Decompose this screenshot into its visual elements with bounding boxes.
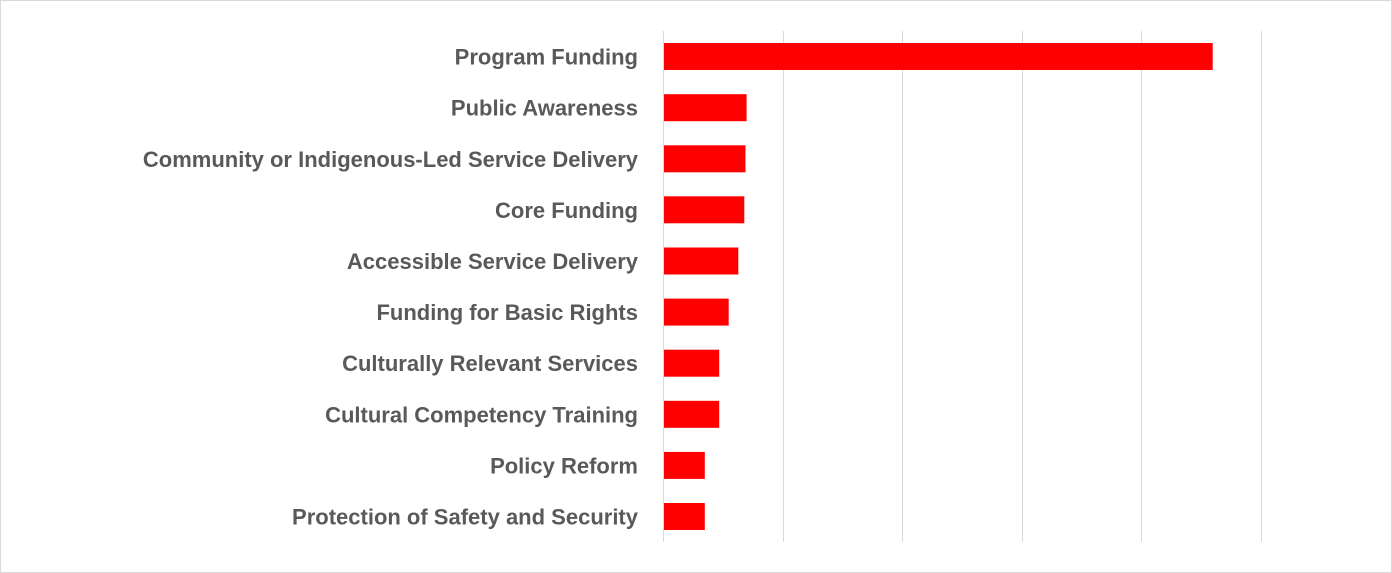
category-label-funding-for-basic-rights: Funding for Basic Rights [376, 300, 638, 325]
category-label-accessible-service-delivery: Accessible Service Delivery [347, 249, 639, 274]
category-label-program-funding: Program Funding [455, 45, 638, 70]
category-label-public-awareness: Public Awareness [451, 96, 638, 121]
bar-program-funding [664, 43, 1213, 70]
bar-cultural-competency-training [664, 400, 720, 428]
bar-culturally-relevant-services [664, 349, 720, 377]
bar-policy-reform [664, 451, 705, 479]
category-label-protection-of-safety-and-security: Protection of Safety and Security [292, 505, 639, 530]
bars [664, 43, 1213, 530]
category-label-cultural-competency-training: Cultural Competency Training [325, 402, 638, 427]
category-label-policy-reform: Policy Reform [490, 453, 638, 478]
bar-accessible-service-delivery [664, 247, 739, 275]
bar-core-funding [664, 196, 745, 224]
bar-funding-for-basic-rights [664, 298, 729, 326]
bar-community-or-indigenous-led-service-delivery [664, 145, 746, 173]
bar-public-awareness [664, 94, 747, 122]
category-label-community-or-indigenous-led-service-delivery: Community or Indigenous-Led Service Deli… [143, 147, 639, 172]
gridlines [663, 31, 1262, 542]
category-label-culturally-relevant-services: Culturally Relevant Services [342, 351, 638, 376]
category-labels: Program Funding Public Awareness Community… [143, 45, 639, 530]
bar-protection-of-safety-and-security [664, 503, 705, 530]
category-label-core-funding: Core Funding [495, 198, 638, 223]
